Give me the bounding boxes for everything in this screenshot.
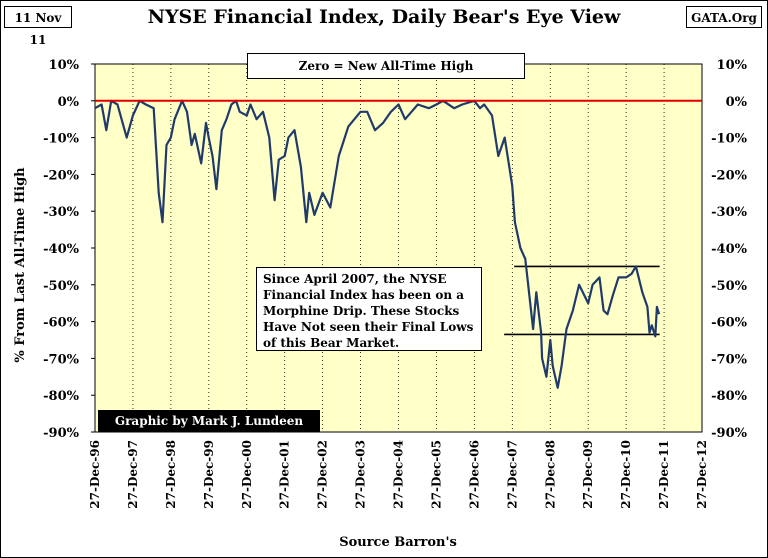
y-tick-label-left: -60% [43, 316, 79, 331]
y-tick-label-left: -40% [43, 242, 79, 257]
x-tick-label: 27-Dec-06 [467, 440, 481, 509]
y-tick-label-right: -10% [711, 132, 747, 147]
y-tick-label-left: -90% [43, 426, 79, 441]
y-tick-label-right: 10% [717, 58, 748, 73]
x-axis-title: Source Barron's [339, 535, 457, 550]
x-tick-label: 27-Dec-11 [657, 440, 671, 509]
x-tick-label: 27-Dec-07 [505, 440, 519, 509]
x-tick-label: 27-Dec-01 [278, 440, 292, 509]
y-tick-label-right: -20% [711, 168, 747, 183]
x-tick-label: 27-Dec-00 [240, 440, 254, 509]
x-tick-label: 27-Dec-96 [88, 440, 102, 509]
y-tick-label-left: -50% [43, 279, 79, 294]
x-tick-label: 27-Dec-08 [543, 440, 557, 509]
x-tick-label: 27-Dec-02 [316, 440, 330, 509]
y-tick-label-right: -30% [711, 205, 747, 220]
zero-note-box: Zero = New All-Time High [247, 53, 525, 79]
y-tick-label-left: -10% [43, 132, 79, 147]
y-tick-label-right: -70% [711, 352, 747, 367]
source-site-label: GATA.Org [686, 6, 762, 28]
y-tick-label-left: -70% [43, 352, 79, 367]
commentary-box: Since April 2007, the NYSE Financial Ind… [256, 267, 482, 351]
x-tick-label: 27-Dec-09 [581, 440, 595, 509]
y-tick-label-left: -30% [43, 205, 79, 220]
y-tick-label-left: 0% [58, 95, 80, 110]
x-tick-label: 27-Dec-99 [202, 440, 216, 509]
y-tick-label-right: 0% [726, 95, 748, 110]
y-tick-label-left: -80% [43, 389, 79, 404]
y-tick-label-left: 10% [49, 58, 80, 73]
date-label: 11 Nov 11 [4, 6, 72, 47]
y-tick-label-left: -20% [43, 168, 79, 183]
x-tick-label: 27-Dec-98 [164, 440, 178, 509]
x-tick-label: 27-Dec-05 [429, 440, 443, 509]
y-tick-label-right: -80% [711, 389, 747, 404]
y-tick-label-right: -90% [711, 426, 747, 441]
x-tick-label: 27-Dec-10 [619, 440, 633, 509]
x-tick-label: 27-Dec-12 [695, 440, 709, 509]
credit-label: Graphic by Mark J. Lundeen [98, 410, 320, 432]
x-tick-label: 27-Dec-97 [126, 440, 140, 509]
y-tick-label-right: -60% [711, 316, 747, 331]
y-tick-label-right: -40% [711, 242, 747, 257]
y-tick-label-right: -50% [711, 279, 747, 294]
x-tick-label: 27-Dec-04 [392, 440, 406, 509]
x-tick-label: 27-Dec-03 [354, 440, 368, 509]
y-axis-title: % From Last All-Time High [13, 167, 28, 363]
series-line [94, 99, 661, 389]
chart-title: NYSE Financial Index, Daily Bear's Eye V… [147, 6, 621, 28]
